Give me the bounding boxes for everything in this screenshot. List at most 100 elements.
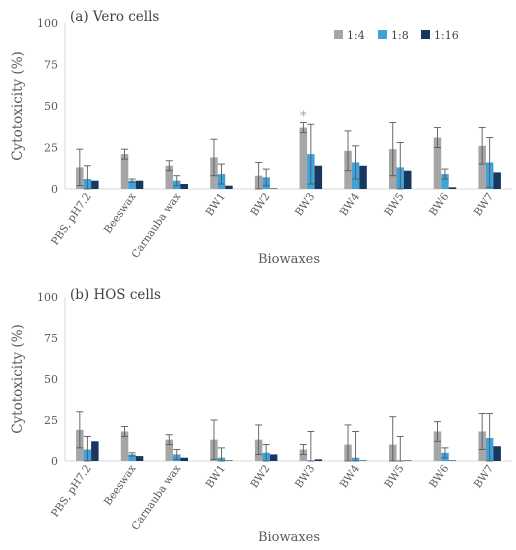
- bar-bw6-1-4: [433, 431, 442, 461]
- error-bar-carnauba-wax-1-8: [173, 449, 181, 460]
- x-tick-label-bw2: BW2: [248, 463, 272, 491]
- x-axis-label: Biowaxes: [258, 530, 320, 545]
- bar-bw7-1-16: [493, 446, 501, 461]
- bar-bw1-1-16: [225, 460, 233, 461]
- bar-marks: [76, 411, 501, 462]
- y-tick-label: 0: [51, 183, 58, 196]
- error-bar-bw5-1-4: [389, 416, 397, 462]
- bar-bw3-1-4: [299, 127, 308, 189]
- error-bar-pbs-ph7-2-1-8: [83, 165, 91, 190]
- panel-hos: (b) HOS cells Cytotoxicity (%) Biowaxes …: [10, 287, 512, 545]
- bar-bw5-1-16: [404, 170, 412, 189]
- bar-bw6-1-16: [448, 187, 457, 189]
- x-tick-label-bw2: BW2: [248, 191, 272, 219]
- bar-bw7-1-16: [493, 172, 501, 189]
- error-bar-bw4-1-8: [352, 145, 360, 180]
- bar-beeswax-1-4: [120, 154, 129, 189]
- legend: 1:4 1:8 1:16: [334, 29, 459, 42]
- x-tick-label-bw6: BW6: [427, 463, 451, 491]
- error-bar-bw3-1-4: [299, 444, 307, 455]
- error-bar-bw2-1-4: [255, 161, 263, 190]
- error-bar-bw5-1-8: [396, 435, 404, 462]
- error-bar-carnauba-wax-1-4: [165, 434, 173, 446]
- x-tick-label-pbs-ph7-2: PBS, pH7.2: [49, 191, 94, 248]
- error-bar-bw5-1-8: [396, 142, 404, 190]
- error-bar-pbs-ph7-2-1-8: [83, 435, 91, 462]
- bar-pbs-ph7-2-1-16: [91, 441, 99, 461]
- bar-carnauba-wax-1-16: [180, 457, 188, 461]
- error-bar-bw4-1-4: [344, 424, 352, 462]
- bar-bw3-1-16: [314, 165, 323, 189]
- x-tick-label-bw3: BW3: [293, 463, 317, 491]
- y-tick-label: 100: [37, 291, 58, 304]
- x-tick-label-bw6: BW6: [427, 191, 451, 219]
- x-tick-label-bw5: BW5: [382, 191, 406, 219]
- x-tick-label-beeswax: Beeswax: [102, 191, 139, 236]
- bar-bw7-1-4: [478, 145, 486, 189]
- bar-marks: *: [76, 110, 501, 190]
- error-bar-beeswax-1-4: [121, 426, 129, 437]
- y-tick-label: 50: [44, 100, 58, 113]
- x-tick-label-bw1: BW1: [204, 463, 228, 491]
- error-bar-pbs-ph7-2-1-4: [76, 148, 84, 187]
- x-tick-label-pbs-ph7-2: PBS, pH7.2: [49, 463, 94, 520]
- bar-bw2-1-16: [269, 454, 278, 461]
- error-bar-carnauba-wax-1-8: [173, 175, 181, 187]
- bar-carnauba-wax-1-4: [165, 439, 173, 461]
- bar-bw2-1-16: [269, 188, 278, 189]
- bar-beeswax-1-16: [135, 456, 144, 461]
- error-bar-bw3-1-8: [307, 431, 315, 462]
- y-tick-label: 75: [44, 59, 58, 72]
- legend-label-1-16: 1:16: [434, 29, 459, 42]
- x-axis-label: Biowaxes: [258, 252, 320, 267]
- error-bar-beeswax-1-8: [128, 452, 136, 457]
- bar-bw4-1-16: [359, 460, 367, 461]
- error-bar-bw5-1-4: [389, 122, 397, 177]
- y-tick-label: 100: [37, 17, 58, 30]
- bar-carnauba-wax-1-16: [180, 184, 188, 189]
- bar-bw1-1-16: [225, 185, 233, 189]
- error-bar-bw6-1-8: [441, 168, 449, 180]
- error-bar-bw2-1-8: [262, 444, 270, 462]
- legend-swatch-1-16: [421, 30, 430, 39]
- legend-label-1-4: 1:4: [347, 29, 365, 42]
- error-bar-bw7-1-8: [486, 137, 494, 188]
- error-bar-bw6-1-8: [441, 447, 449, 459]
- bar-beeswax-1-8: [128, 180, 136, 189]
- error-bar-bw6-1-4: [433, 421, 441, 442]
- y-ticks: 0 25 50 75 100: [37, 291, 58, 468]
- bar-bw4-1-16: [359, 165, 367, 189]
- bar-bw5-1-16: [404, 460, 412, 461]
- x-tick-label-bw4: BW4: [338, 463, 362, 491]
- y-tick-label: 25: [44, 414, 58, 427]
- significance-annotation: *: [300, 110, 307, 125]
- error-bar-bw2-1-4: [255, 424, 263, 455]
- y-axis-label: Cytotoxicity (%): [10, 51, 26, 161]
- x-tick-label-bw7: BW7: [472, 191, 496, 219]
- x-tick-label-bw5: BW5: [382, 463, 406, 491]
- legend-swatch-1-8: [378, 30, 387, 39]
- y-tick-label: 75: [44, 332, 58, 345]
- bar-beeswax-1-8: [128, 454, 136, 461]
- bar-bw6-1-8: [441, 174, 449, 189]
- legend-swatch-1-4: [334, 30, 343, 39]
- bar-pbs-ph7-2-1-16: [91, 180, 99, 189]
- chart-title: (a) Vero cells: [70, 9, 159, 25]
- x-tick-label-carnauba-wax: Carnauba wax: [129, 191, 183, 261]
- error-bar-bw4-1-4: [344, 130, 352, 172]
- error-bar-bw1-1-4: [210, 138, 218, 177]
- y-axis-label: Cytotoxicity (%): [10, 324, 26, 434]
- y-tick-label: 50: [44, 373, 58, 386]
- error-bar-beeswax-1-8: [128, 178, 136, 183]
- x-tick-label-bw3: BW3: [293, 191, 317, 219]
- error-bar-carnauba-wax-1-4: [165, 160, 173, 172]
- x-tick-label-bw4: BW4: [338, 191, 362, 219]
- error-bar-bw1-1-8: [217, 163, 225, 185]
- error-bar-bw7-1-4: [478, 127, 486, 165]
- x-tick-label-carnauba-wax: Carnauba wax: [129, 463, 183, 533]
- error-bar-bw1-1-4: [210, 419, 218, 460]
- bar-beeswax-1-4: [120, 431, 129, 461]
- x-tick-label-bw1: BW1: [204, 191, 228, 219]
